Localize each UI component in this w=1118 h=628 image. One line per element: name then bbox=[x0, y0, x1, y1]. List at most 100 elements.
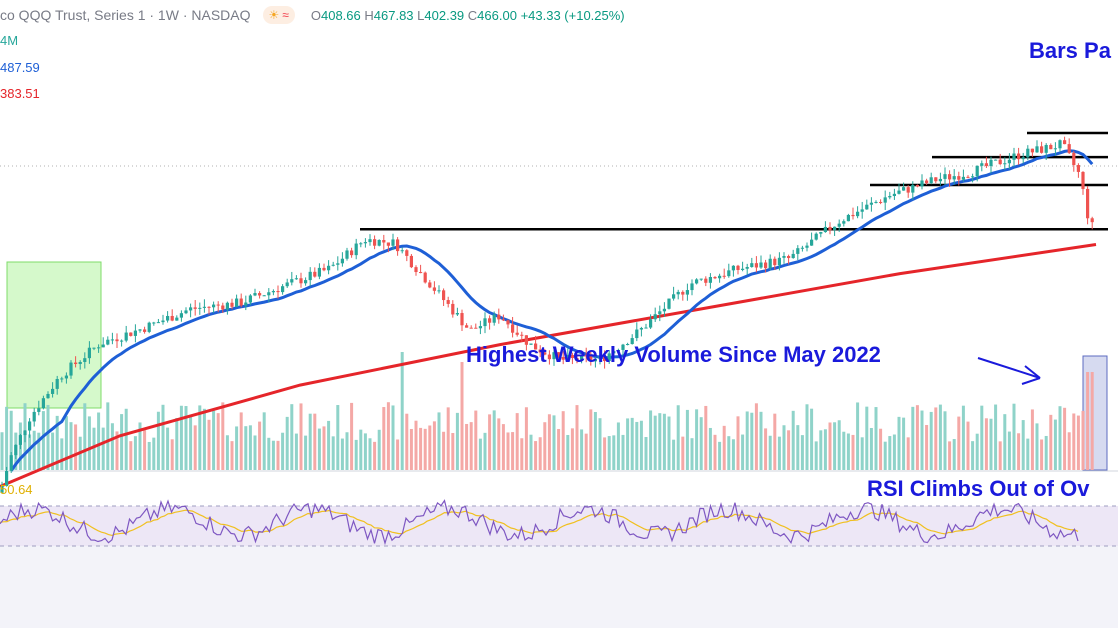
volume-bar bbox=[97, 412, 101, 470]
candle-body bbox=[699, 278, 703, 280]
candle-body bbox=[216, 304, 220, 306]
volume-annotation: Highest Weekly Volume Since May 2022 bbox=[466, 342, 881, 367]
volume-bar bbox=[327, 420, 331, 470]
ma200-line bbox=[0, 243, 1097, 488]
volume-bar bbox=[1076, 415, 1080, 470]
candle-body bbox=[1049, 144, 1053, 150]
candle-body bbox=[166, 315, 170, 321]
candle-body bbox=[115, 339, 119, 342]
volume-bar bbox=[400, 352, 404, 470]
candle-body bbox=[851, 214, 855, 217]
candle-body bbox=[782, 256, 786, 258]
candle-body bbox=[1063, 140, 1067, 145]
candle-body bbox=[138, 329, 142, 331]
candle-body bbox=[304, 280, 308, 284]
volume-bar bbox=[179, 405, 183, 470]
candle-body bbox=[906, 187, 910, 193]
candle-body bbox=[998, 159, 1002, 165]
volume-bar bbox=[64, 416, 68, 470]
candle-body bbox=[754, 263, 758, 268]
candle-body bbox=[290, 279, 294, 283]
volume-bar bbox=[1049, 414, 1053, 470]
candle-body bbox=[810, 239, 814, 246]
volume-bar bbox=[575, 405, 579, 470]
candle-body bbox=[621, 344, 625, 350]
candle-body bbox=[267, 292, 271, 296]
volume-bar bbox=[814, 441, 818, 470]
candle-body bbox=[336, 263, 340, 265]
candle-body bbox=[1090, 218, 1094, 223]
volume-bar bbox=[317, 428, 321, 470]
volume-bar bbox=[524, 407, 528, 470]
volume-bar bbox=[667, 416, 671, 470]
candle-body bbox=[612, 351, 616, 354]
candle-body bbox=[593, 359, 597, 362]
candle-body bbox=[708, 277, 712, 283]
candle-body bbox=[819, 232, 823, 234]
candle-body bbox=[386, 242, 390, 246]
candle-body bbox=[911, 184, 915, 193]
candle-body bbox=[74, 362, 78, 365]
volume-bar bbox=[409, 428, 413, 470]
volume-bar bbox=[593, 411, 597, 470]
candle-body bbox=[198, 307, 202, 309]
volume-bar bbox=[1021, 420, 1025, 470]
volume-bar bbox=[897, 416, 901, 470]
candle-body bbox=[271, 291, 275, 293]
candle-body bbox=[662, 308, 666, 312]
breakout-highlight-box bbox=[6, 261, 102, 409]
candle-body bbox=[718, 275, 722, 279]
candle-body bbox=[248, 295, 252, 303]
volume-bar bbox=[1053, 419, 1057, 470]
candle-body bbox=[460, 313, 464, 326]
volume-bar bbox=[846, 433, 850, 470]
volume-bar bbox=[768, 435, 772, 470]
candle-body bbox=[984, 163, 988, 167]
candle-body bbox=[897, 190, 901, 194]
volume-bar bbox=[175, 417, 179, 470]
volume-bar bbox=[538, 437, 542, 470]
volume-bar bbox=[626, 418, 630, 470]
volume-bar bbox=[612, 435, 616, 470]
volume-bar bbox=[929, 411, 933, 470]
candle-body bbox=[1086, 188, 1090, 219]
volume-bar bbox=[699, 417, 703, 470]
candle-body bbox=[948, 174, 952, 180]
volume-bar bbox=[212, 410, 216, 470]
volume-bar bbox=[975, 433, 979, 470]
wave-icon: ≈ bbox=[282, 8, 289, 22]
volume-bar bbox=[1058, 406, 1062, 470]
volume-bar bbox=[1017, 433, 1021, 470]
status-badge[interactable]: ☀ ≈ bbox=[262, 6, 295, 24]
candle-body bbox=[106, 339, 110, 345]
candle-body bbox=[451, 303, 455, 315]
volume-bar bbox=[216, 413, 220, 470]
volume-bar bbox=[1090, 372, 1094, 470]
volume-bar bbox=[1003, 414, 1007, 470]
volume-bar bbox=[1081, 410, 1085, 470]
symbol-title[interactable]: co QQQ Trust, Series 1 · 1W · NASDAQ bbox=[0, 7, 251, 23]
candle-body bbox=[961, 176, 965, 180]
volume-bar bbox=[55, 415, 59, 470]
candle-body bbox=[902, 187, 906, 191]
volume-bar bbox=[823, 429, 827, 470]
candle-body bbox=[584, 355, 588, 357]
volume-bar bbox=[777, 436, 781, 470]
volume-ma-label: 4M bbox=[0, 33, 19, 48]
candle-body bbox=[230, 302, 234, 307]
candle-body bbox=[1058, 140, 1062, 149]
candle-body bbox=[239, 298, 243, 306]
volume-bar bbox=[193, 425, 197, 470]
candle-body bbox=[685, 290, 689, 295]
ma200-label: 383.51 bbox=[0, 86, 40, 101]
volume-bar bbox=[156, 411, 160, 470]
volume-bar bbox=[851, 434, 855, 470]
volume-bar bbox=[616, 422, 620, 470]
candle-body bbox=[860, 209, 864, 212]
volume-bar bbox=[570, 428, 574, 470]
candle-body bbox=[253, 293, 257, 296]
candle-body bbox=[101, 344, 105, 348]
volume-bar bbox=[46, 404, 50, 470]
volume-bar bbox=[607, 436, 611, 470]
